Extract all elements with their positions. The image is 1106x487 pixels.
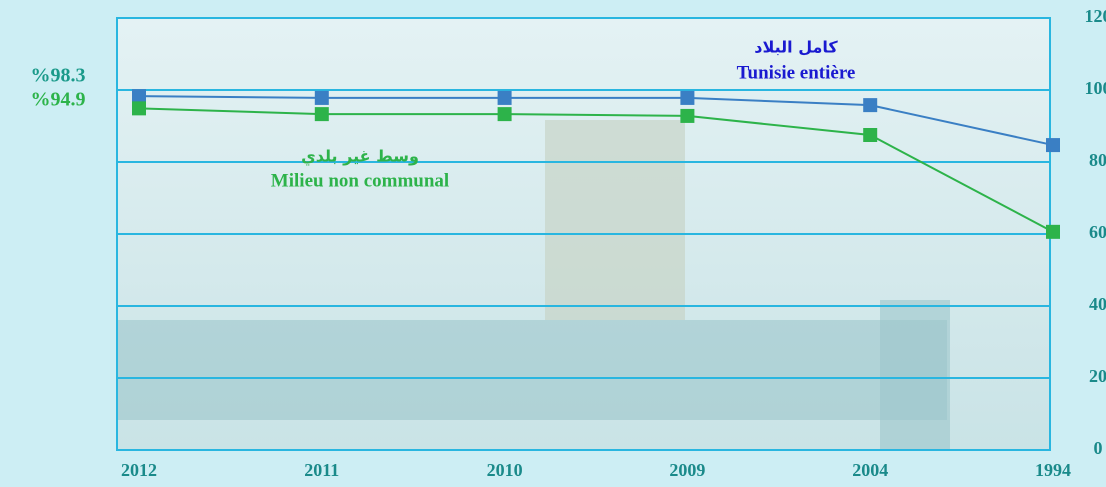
data-point [132,101,146,115]
x-tick-label: 1994 [1035,460,1071,480]
y-tick-label: 60 [1089,222,1106,242]
data-point [680,109,694,123]
y-tick-label: 40 [1089,294,1106,314]
data-point [498,91,512,105]
background-shape [545,120,685,320]
y-tick-label: 100 [1085,78,1106,98]
legend-label-ar: كامل البلاد [754,38,838,57]
data-point [863,128,877,142]
legend-label: Tunisie entière [737,62,856,83]
x-tick-label: 2012 [121,460,157,480]
data-point [680,91,694,105]
y-tick-label: 0 [1094,438,1103,458]
background-shape [880,300,950,450]
x-tick-label: 2004 [852,460,888,480]
legend-label: Milieu non communal [271,170,449,191]
data-point [132,89,146,103]
data-point [498,107,512,121]
value-label: %98.3 [31,65,86,87]
background-shape [117,320,947,420]
page: 0 20 40 60 80 100 120 2012 2011 2010 2009 2004 1994%… [0,0,1106,487]
chart: 0 20 40 60 80 100 120 2012 2011 2010 2009 2004 1994%… [0,0,1106,487]
data-point [1046,225,1060,239]
data-point [1046,138,1060,152]
legend-label-ar: وسط غير بلدي [301,147,419,167]
x-tick-label: 2010 [487,460,523,480]
y-tick-label: 80 [1089,150,1106,170]
y-tick-label: 120 [1085,6,1106,26]
y-tick-label: 20 [1089,366,1106,386]
x-tick-label: 2009 [669,460,705,480]
data-point [863,98,877,112]
x-tick-label: 2011 [304,460,339,480]
data-point [315,107,329,121]
data-point [315,91,329,105]
value-label: %94.9 [31,89,86,111]
